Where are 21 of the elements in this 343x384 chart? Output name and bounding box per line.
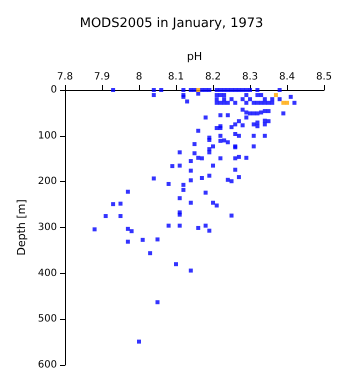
point — [196, 88, 200, 92]
y-tick-label: 600 — [38, 360, 57, 370]
x-tick-label: 8.5 — [316, 72, 332, 82]
x-tick-label: 7.9 — [94, 72, 110, 82]
y-tick-label: 500 — [38, 314, 57, 325]
y-axis-title: Depth [m] — [15, 199, 28, 256]
x-tick-label: 8.3 — [242, 72, 258, 82]
x-axis-title: pH — [186, 50, 202, 63]
y-tick-label: 300 — [38, 222, 57, 233]
y-tick-label: 200 — [38, 176, 57, 188]
y-tick-label: 400 — [38, 268, 57, 279]
point — [285, 100, 290, 105]
x-tick-label: 8 — [136, 72, 142, 82]
y-tick-label: 0 — [50, 84, 57, 96]
x-tick-label: 8.2 — [205, 72, 221, 82]
x-tick-label: 8.4 — [279, 72, 295, 82]
y-tick-label: 100 — [38, 130, 57, 142]
x-tick-label: 7.8 — [57, 72, 73, 82]
chart-title: MODS2005 in January, 1973 — [80, 16, 264, 31]
x-tick-label: 8.1 — [168, 72, 184, 82]
point — [274, 93, 278, 98]
